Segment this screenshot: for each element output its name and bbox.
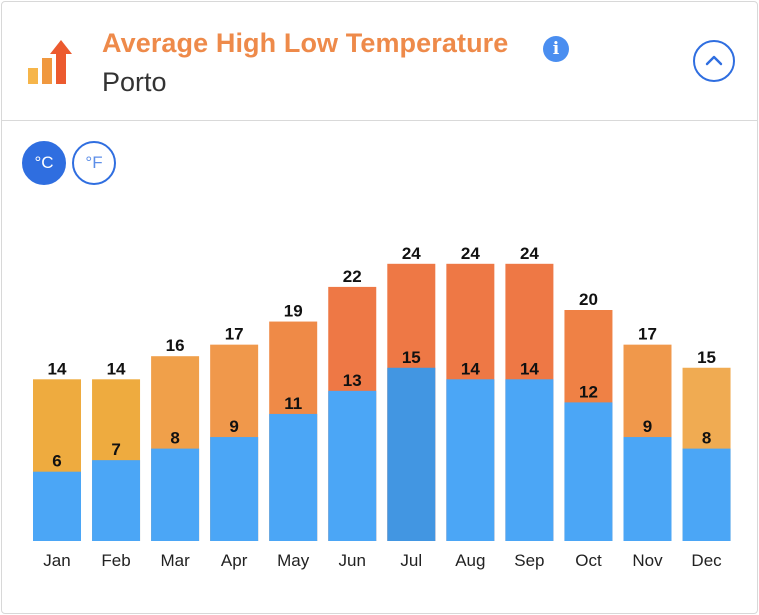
- low-temp-bar: [269, 413, 318, 541]
- low-temp-label: 15: [402, 348, 421, 367]
- low-temp-bar: [33, 471, 81, 541]
- collapse-button[interactable]: [693, 40, 735, 82]
- celsius-toggle[interactable]: °C: [22, 141, 66, 185]
- info-icon[interactable]: i: [543, 36, 569, 62]
- high-temp-label: 16: [166, 336, 185, 355]
- month-tick-label: Oct: [575, 551, 602, 570]
- chart-logo-icon: [28, 40, 72, 84]
- low-temp-label: 6: [52, 452, 61, 471]
- low-temp-bar: [623, 437, 672, 541]
- temperature-chart: 14 6 Jan 14 7 Feb 16 8 Mar 17 9 Apr 19 11 May 22 13 Jun 24…: [33, 244, 731, 570]
- low-temp-label: 12: [579, 382, 598, 401]
- low-temp-label: 9: [643, 417, 652, 436]
- high-temp-label: 14: [48, 359, 67, 378]
- high-temp-label: 19: [284, 302, 303, 321]
- low-temp-label: 14: [461, 359, 480, 378]
- month-tick-label: Feb: [101, 551, 130, 570]
- low-temp-label: 7: [111, 440, 120, 459]
- low-temp-bar: [328, 390, 377, 541]
- low-temp-bar: [151, 448, 200, 541]
- high-temp-label: 24: [461, 244, 480, 263]
- high-temp-label: 17: [225, 325, 244, 344]
- page-title: Average High Low Temperature: [102, 28, 509, 58]
- month-tick-label: May: [277, 551, 310, 570]
- high-temp-label: 22: [343, 267, 362, 286]
- low-temp-bar: [682, 448, 731, 541]
- high-temp-label: 14: [107, 359, 126, 378]
- low-temp-label: 13: [343, 371, 362, 390]
- month-tick-label: Apr: [221, 551, 248, 570]
- month-tick-label: Sep: [514, 551, 544, 570]
- low-temp-label: 11: [284, 394, 302, 413]
- card-header: Average High Low Temperature Porto i: [2, 2, 757, 121]
- chevron-up-icon: [705, 55, 723, 66]
- low-temp-label: 9: [229, 417, 238, 436]
- low-temp-label: 14: [520, 359, 539, 378]
- month-tick-label: Jul: [400, 551, 422, 570]
- month-tick-label: Jan: [43, 551, 70, 570]
- high-temp-label: 20: [579, 290, 598, 309]
- month-tick-label: Aug: [455, 551, 485, 570]
- month-tick-label: Dec: [691, 551, 722, 570]
- month-tick-label: Nov: [632, 551, 663, 570]
- low-temp-bar: [92, 460, 141, 541]
- low-temp-bar: [210, 437, 259, 541]
- high-temp-label: 24: [520, 244, 539, 263]
- high-temp-label: 24: [402, 244, 421, 263]
- low-temp-bar: [505, 379, 554, 541]
- month-tick-label: Jun: [339, 551, 366, 570]
- fahrenheit-toggle[interactable]: °F: [72, 141, 116, 185]
- low-temp-bar: [564, 402, 613, 541]
- high-temp-label: 15: [697, 348, 716, 367]
- low-temp-label: 8: [170, 429, 179, 448]
- low-temp-bar: [387, 367, 436, 541]
- high-temp-label: 17: [638, 325, 657, 344]
- city-subtitle: Porto: [102, 67, 167, 97]
- low-temp-label: 8: [702, 429, 711, 448]
- low-temp-bar: [446, 379, 495, 541]
- month-tick-label: Mar: [160, 551, 190, 570]
